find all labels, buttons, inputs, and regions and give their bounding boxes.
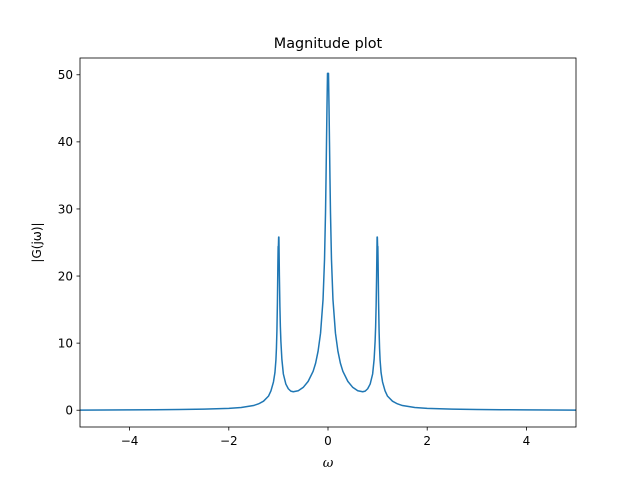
series-line-0 xyxy=(80,72,576,411)
y-tick-label: 0 xyxy=(65,404,73,418)
y-axis: 0 10 20 30 40 50 xyxy=(58,68,80,418)
x-tick-label: −2 xyxy=(220,434,238,448)
y-tick-label: 20 xyxy=(58,269,73,283)
plot-area xyxy=(80,72,576,411)
x-tick-label: 2 xyxy=(423,434,431,448)
x-tick-label: −4 xyxy=(121,434,139,448)
y-tick-label: 10 xyxy=(58,336,73,350)
y-tick-label: 40 xyxy=(58,135,73,149)
y-tick-label: 30 xyxy=(58,202,73,216)
x-axis-label: ω xyxy=(323,456,334,471)
x-tick-label: 4 xyxy=(523,434,531,448)
x-axis: −4 −2 0 2 4 xyxy=(121,427,530,448)
y-tick-label: 50 xyxy=(58,68,73,82)
x-tick-label: 0 xyxy=(324,434,332,448)
chart-title: Magnitude plot xyxy=(274,36,383,52)
y-axis-label: |G(jω)| xyxy=(30,222,44,262)
